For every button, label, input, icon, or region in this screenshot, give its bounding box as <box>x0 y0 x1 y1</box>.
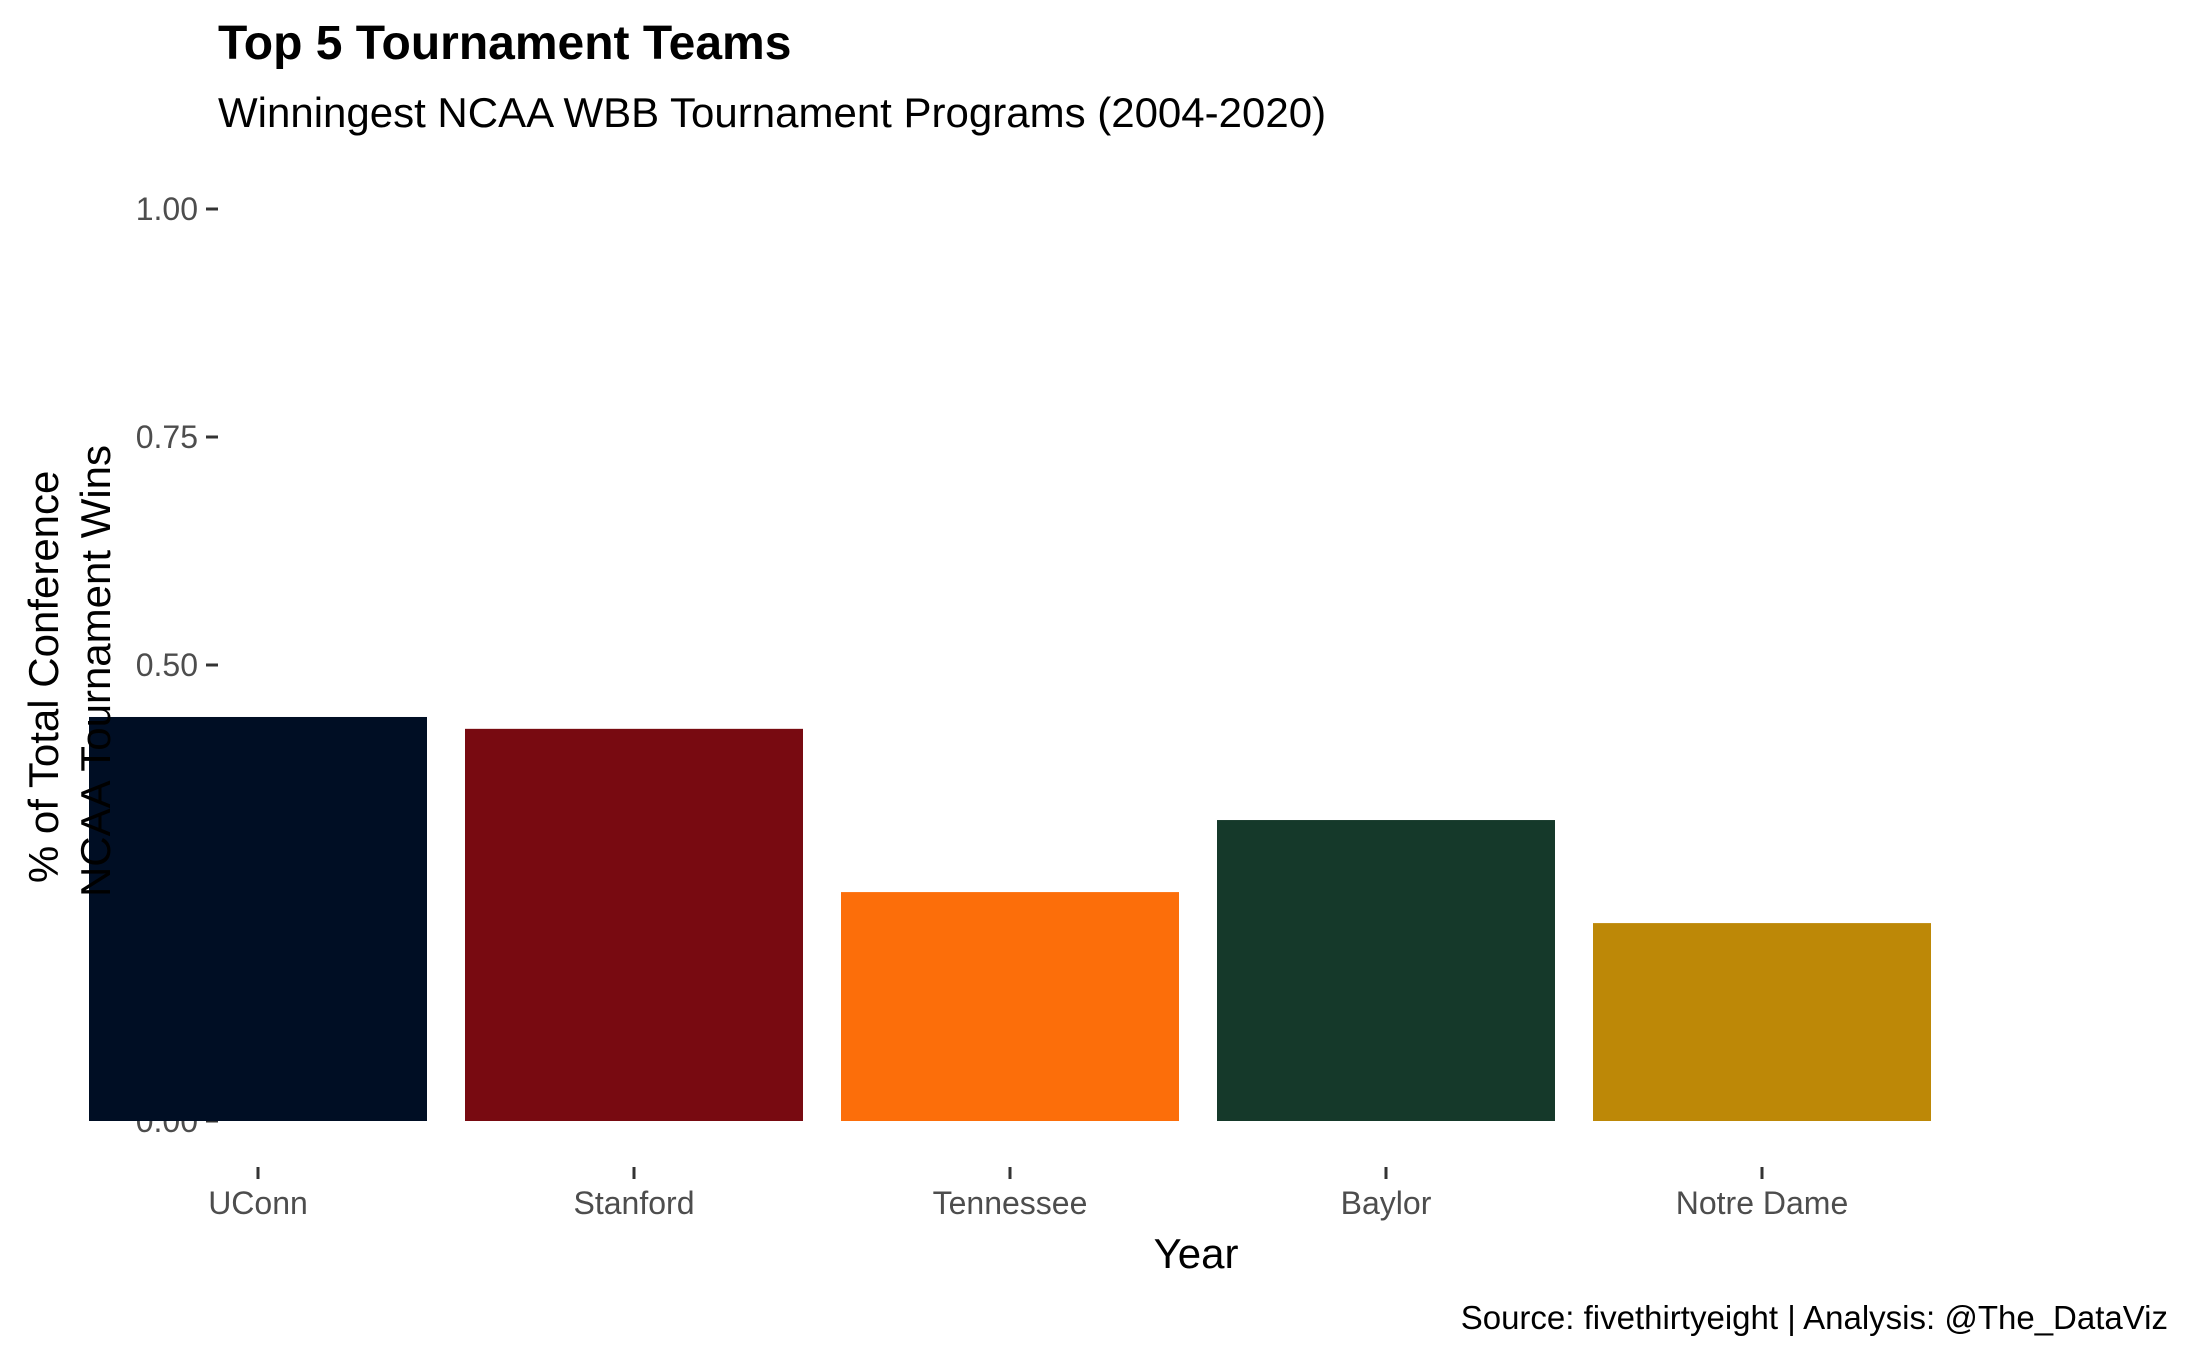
bar-tennessee <box>841 892 1179 1121</box>
chart-subtitle: Winningest NCAA WBB Tournament Programs … <box>218 89 1326 136</box>
bars <box>89 716 1931 1121</box>
chart-caption: Source: fivethirtyeight | Analysis: @The… <box>1461 1299 2168 1336</box>
y-tick-label: 0.75 <box>136 419 198 455</box>
bar-notre-dame <box>1593 923 1931 1121</box>
x-axis: UConn Stanford Tennessee Baylor Notre Dame <box>208 1167 1848 1221</box>
y-tick-label: 0.50 <box>136 647 198 683</box>
x-axis-title: Year <box>1154 1230 1239 1277</box>
bar-baylor <box>1217 820 1555 1121</box>
y-axis-title-line-1: % of Total Conference <box>20 471 67 883</box>
x-tick-label: UConn <box>208 1185 308 1221</box>
x-tick-label: Notre Dame <box>1676 1185 1849 1221</box>
x-tick-label: Tennessee <box>933 1185 1088 1221</box>
y-tick-label: 1.00 <box>136 191 198 227</box>
chart-title: Top 5 Tournament Teams <box>218 17 791 70</box>
bar-uconn <box>89 716 427 1121</box>
y-axis-title: % of Total Conference NCAA Tournament Wi… <box>20 445 119 897</box>
y-axis-title-line-2: NCAA Tournament Wins <box>72 445 119 897</box>
x-tick-label: Stanford <box>574 1185 695 1221</box>
bar-stanford <box>465 728 803 1121</box>
x-tick-label: Baylor <box>1341 1185 1432 1221</box>
